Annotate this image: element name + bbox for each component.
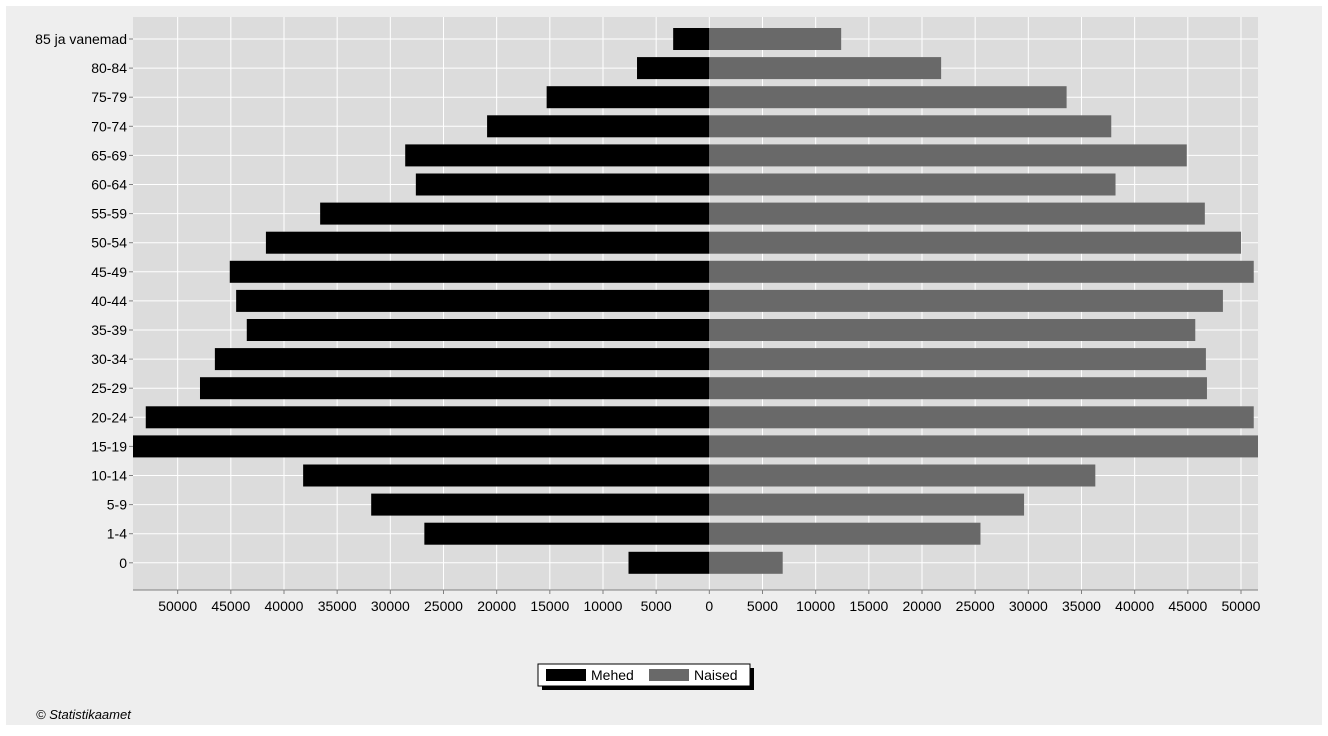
bar-mehed-55-59 xyxy=(320,202,710,225)
x-tick-label: 40000 xyxy=(1115,598,1154,614)
y-tick-label: 35-39 xyxy=(91,322,127,338)
x-tick-label: 25000 xyxy=(956,598,995,614)
y-tick-label: 80-84 xyxy=(91,60,127,76)
bar-naised-10-14 xyxy=(709,464,1096,487)
bar-naised-75-79 xyxy=(709,86,1067,109)
x-tick-label: 5000 xyxy=(641,598,672,614)
bar-mehed-85-ja-vanemad xyxy=(673,28,710,50)
bar-mehed-65-69 xyxy=(405,144,710,167)
y-tick-label: 65-69 xyxy=(91,147,127,163)
bars xyxy=(133,28,1258,574)
legend-swatch-naised xyxy=(649,669,689,681)
bar-naised-45-49 xyxy=(709,260,1254,283)
bar-mehed-15-19 xyxy=(133,435,710,458)
bar-mehed-10-14 xyxy=(303,464,710,487)
y-axis-labels: 85 ja vanemad 80-84 75-79 70-74 65-69 60-64 55… xyxy=(35,31,133,571)
credit-text: © Statistikaamet xyxy=(36,707,132,722)
y-tick-label: 0 xyxy=(119,555,127,571)
bar-mehed-30-34 xyxy=(214,348,710,371)
bar-naised-50-54 xyxy=(709,231,1241,254)
bar-mehed-1-4 xyxy=(424,522,710,545)
x-tick-label: 30000 xyxy=(371,598,410,614)
x-tick-label: 10000 xyxy=(584,598,623,614)
x-tick-label: 25000 xyxy=(424,598,463,614)
bar-naised-35-39 xyxy=(709,319,1196,341)
x-tick-label: 15000 xyxy=(530,598,569,614)
x-tick-label: 5000 xyxy=(747,598,778,614)
bar-mehed-5-9 xyxy=(371,493,710,516)
x-tick-label: 50000 xyxy=(1222,598,1261,614)
bar-mehed-80-84 xyxy=(637,57,710,80)
y-tick-label: 75-79 xyxy=(91,89,127,105)
x-tick-label: 45000 xyxy=(211,598,250,614)
x-tick-label: 40000 xyxy=(265,598,304,614)
x-tick-label: 30000 xyxy=(1009,598,1048,614)
bar-naised-25-29 xyxy=(709,377,1207,400)
x-tick-label: 10000 xyxy=(796,598,835,614)
bar-naised-40-44 xyxy=(709,289,1223,312)
bar-mehed-50-54 xyxy=(265,231,710,254)
x-tick-label: 35000 xyxy=(318,598,357,614)
x-axis-ticks: 50000 45000 40000 35000 30000 25000 20000 15000… xyxy=(158,590,1261,614)
bar-naised-30-34 xyxy=(709,348,1206,371)
bar-mehed-0 xyxy=(628,551,710,574)
bar-mehed-25-29 xyxy=(199,377,710,400)
bar-naised-15-19 xyxy=(709,435,1258,458)
bar-naised-85-ja-vanemad xyxy=(709,28,842,50)
bar-naised-20-24 xyxy=(709,406,1254,429)
bar-mehed-45-49 xyxy=(229,260,710,283)
y-tick-label: 5-9 xyxy=(107,497,127,513)
y-tick-label: 70-74 xyxy=(91,118,127,134)
y-tick-label: 1-4 xyxy=(107,526,127,542)
y-tick-label: 40-44 xyxy=(91,293,127,309)
bar-naised-80-84 xyxy=(709,57,942,80)
bar-mehed-60-64 xyxy=(415,173,710,196)
legend-label-naised: Naised xyxy=(694,667,738,683)
y-tick-label: 50-54 xyxy=(91,235,127,251)
y-tick-label: 30-34 xyxy=(91,351,127,367)
bar-mehed-20-24 xyxy=(145,406,710,429)
bar-naised-60-64 xyxy=(709,173,1116,196)
legend: Mehed Naised xyxy=(537,663,754,690)
legend-swatch-mehed xyxy=(546,669,586,681)
y-tick-label: 60-64 xyxy=(91,177,127,193)
x-tick-label: 20000 xyxy=(903,598,942,614)
y-tick-label: 85 ja vanemad xyxy=(35,31,127,47)
bar-naised-65-69 xyxy=(709,144,1187,167)
bar-mehed-75-79 xyxy=(546,86,710,109)
bar-mehed-35-39 xyxy=(246,319,710,341)
legend-label-mehed: Mehed xyxy=(591,667,634,683)
bar-naised-1-4 xyxy=(709,522,981,545)
bar-naised-55-59 xyxy=(709,202,1205,225)
bar-mehed-70-74 xyxy=(487,115,710,138)
y-tick-label: 45-49 xyxy=(91,264,127,280)
x-tick-label: 0 xyxy=(705,598,713,614)
y-tick-label: 55-59 xyxy=(91,206,127,222)
y-tick-label: 25-29 xyxy=(91,380,127,396)
y-tick-label: 20-24 xyxy=(91,409,127,425)
x-tick-label: 50000 xyxy=(158,598,197,614)
x-tick-label: 20000 xyxy=(477,598,516,614)
bar-naised-70-74 xyxy=(709,115,1112,138)
bar-mehed-40-44 xyxy=(236,289,710,312)
x-tick-label: 45000 xyxy=(1168,598,1207,614)
y-tick-label: 10-14 xyxy=(91,468,127,484)
x-tick-label: 35000 xyxy=(1062,598,1101,614)
x-tick-label: 15000 xyxy=(849,598,888,614)
bar-naised-5-9 xyxy=(709,493,1025,516)
legend-box xyxy=(537,663,751,687)
y-tick-label: 15-19 xyxy=(91,438,127,454)
bar-naised-0 xyxy=(709,551,783,574)
